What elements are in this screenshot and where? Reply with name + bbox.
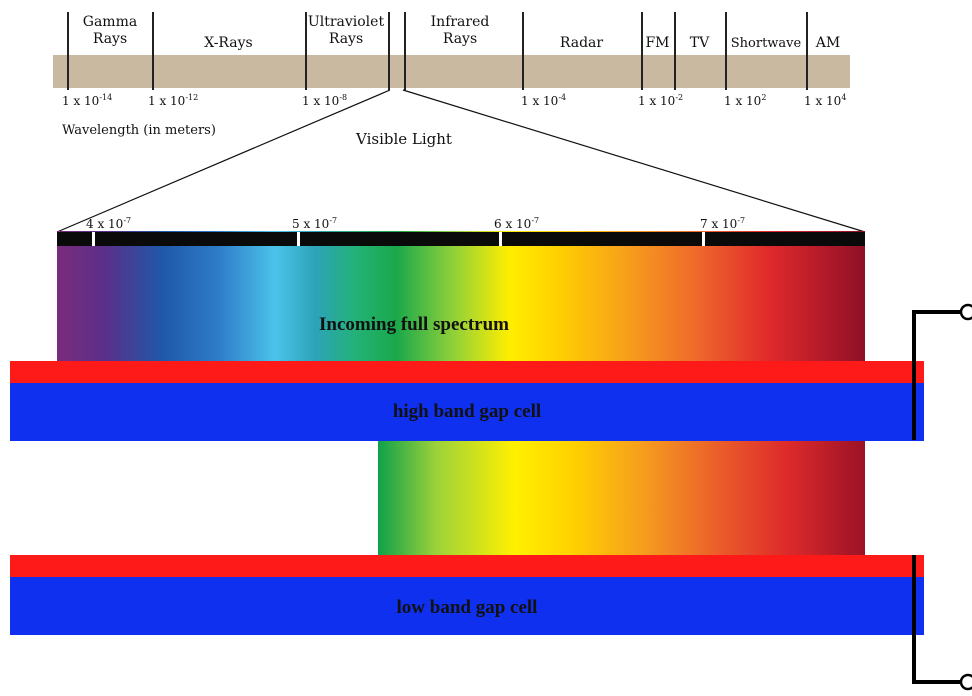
em-spectrum-band xyxy=(53,55,850,88)
band-label-shortwave: Shortwave xyxy=(730,36,802,51)
wavelength-tick-label: 1 x 10-8 xyxy=(302,93,348,108)
visible-tick-label: 4 x 10-7 xyxy=(86,216,132,231)
top-contact-low-cell xyxy=(10,555,924,577)
visible-tick-label: 6 x 10-7 xyxy=(494,216,540,231)
band-label-gamma: Gamma Rays xyxy=(82,14,138,47)
band-label-fm: FM xyxy=(645,35,670,51)
band-label-tv: TV xyxy=(689,35,710,51)
band-divider xyxy=(522,12,524,90)
high-band-gap-label: high band gap cell xyxy=(392,401,542,422)
circuit-wiring xyxy=(912,303,972,691)
band-divider xyxy=(641,12,643,90)
incoming-full-spectrum xyxy=(57,231,865,362)
wavelength-tick-label: 1 x 10-12 xyxy=(148,93,199,108)
visible-light-caption: Visible Light xyxy=(356,130,452,148)
axis-caption: Wavelength (in meters) xyxy=(62,123,216,138)
band-divider xyxy=(674,12,676,90)
wavelength-tick-label: 1 x 104 xyxy=(804,93,847,108)
low-band-gap-label: low band gap cell xyxy=(396,597,538,618)
terminal-icon xyxy=(959,673,972,691)
top-contact-high-cell xyxy=(10,361,924,383)
band-label-infrared: Infrared Rays xyxy=(430,14,490,47)
visible-scale-tick xyxy=(92,232,95,246)
band-divider xyxy=(305,12,307,90)
visible-tick-label: 5 x 10-7 xyxy=(292,216,338,231)
visible-tick-label: 7 x 10-7 xyxy=(700,216,746,231)
band-divider xyxy=(152,12,154,90)
band-divider xyxy=(67,12,69,90)
transmitted-spectrum xyxy=(378,441,865,555)
band-label-radar: Radar xyxy=(559,35,604,51)
incoming-spectrum-label: Incoming full spectrum xyxy=(319,314,509,335)
band-divider xyxy=(404,12,406,90)
high-band-gap-cell xyxy=(10,383,924,441)
band-divider xyxy=(388,12,390,90)
band-label-xrays: X-Rays xyxy=(204,35,253,51)
visible-scale-tick xyxy=(297,232,300,246)
wavelength-tick-label: 1 x 10-4 xyxy=(521,93,567,108)
wavelength-tick-label: 1 x 10-2 xyxy=(638,93,684,108)
band-divider xyxy=(725,12,727,90)
visible-scale-tick xyxy=(499,232,502,246)
zoom-lines xyxy=(56,89,866,233)
band-divider xyxy=(806,12,808,90)
band-label-ultraviolet: Ultraviolet Rays xyxy=(307,14,385,47)
low-band-gap-cell xyxy=(10,577,924,635)
visible-wavelength-scale xyxy=(57,232,865,246)
wavelength-tick-label: 1 x 102 xyxy=(724,93,767,108)
terminal-icon xyxy=(959,303,972,321)
wavelength-tick-label: 1 x 10-14 xyxy=(62,93,113,108)
band-label-am: AM xyxy=(815,35,841,51)
visible-scale-tick xyxy=(702,232,705,246)
